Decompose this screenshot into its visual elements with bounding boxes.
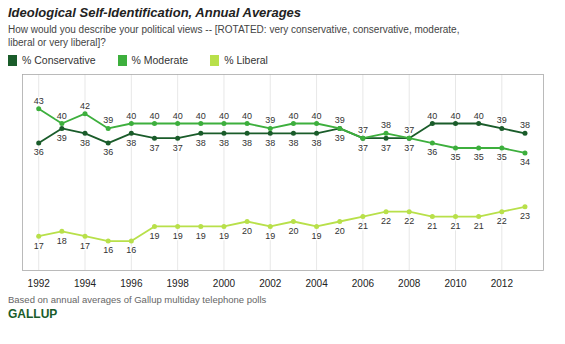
- svg-text:37: 37: [358, 125, 368, 135]
- svg-text:36: 36: [103, 147, 113, 157]
- svg-text:35: 35: [474, 152, 484, 162]
- svg-text:40: 40: [242, 111, 252, 121]
- svg-text:38: 38: [242, 138, 252, 148]
- svg-text:38: 38: [196, 138, 206, 148]
- svg-text:22: 22: [497, 216, 507, 226]
- svg-text:21: 21: [358, 221, 368, 231]
- html-text:Ideological Self-Identificatio: Ideological Self-Identification, Annual …: [8, 5, 301, 20]
- svg-text:20: 20: [288, 226, 298, 236]
- svg-text:22: 22: [404, 216, 414, 226]
- svg-text:40: 40: [288, 111, 298, 121]
- svg-text:19: 19: [149, 231, 159, 241]
- svg-text:21: 21: [427, 221, 437, 231]
- svg-text:40: 40: [427, 111, 437, 121]
- svg-text:40: 40: [474, 111, 484, 121]
- svg-text:39: 39: [335, 133, 345, 143]
- svg-text:18: 18: [57, 236, 67, 246]
- svg-text:40: 40: [219, 111, 229, 121]
- svg-text:19: 19: [265, 231, 275, 241]
- svg-text:1994: 1994: [74, 278, 97, 289]
- svg-text:40: 40: [196, 111, 206, 121]
- svg-text:40: 40: [126, 111, 136, 121]
- svg-text:35: 35: [451, 152, 461, 162]
- svg-text:20: 20: [335, 226, 345, 236]
- svg-text:37: 37: [358, 143, 368, 153]
- html-text:% Conservative: % Conservative: [22, 54, 96, 66]
- svg-text:37: 37: [404, 125, 414, 135]
- html-text:% Moderate: % Moderate: [131, 54, 189, 66]
- html-text:% Liberal: % Liberal: [224, 54, 268, 66]
- svg-text:20: 20: [242, 226, 252, 236]
- svg-text:16: 16: [103, 245, 113, 255]
- svg-text:36: 36: [427, 147, 437, 157]
- svg-text:38: 38: [80, 138, 90, 148]
- svg-text:1992: 1992: [28, 278, 51, 289]
- svg-text:38: 38: [219, 138, 229, 148]
- svg-text:38: 38: [265, 138, 275, 148]
- svg-text:2004: 2004: [305, 278, 328, 289]
- svg-text:37: 37: [173, 143, 183, 153]
- html-text:GALLUP: GALLUP: [8, 307, 58, 321]
- svg-text:17: 17: [80, 241, 90, 251]
- svg-text:43: 43: [34, 96, 44, 106]
- svg-text:19: 19: [196, 231, 206, 241]
- svg-text:2012: 2012: [491, 278, 514, 289]
- svg-text:38: 38: [126, 138, 136, 148]
- svg-text:39: 39: [497, 115, 507, 125]
- svg-text:38: 38: [288, 138, 298, 148]
- svg-text:19: 19: [173, 231, 183, 241]
- svg-text:2002: 2002: [259, 278, 282, 289]
- svg-text:38: 38: [381, 120, 391, 130]
- svg-text:40: 40: [149, 111, 159, 121]
- svg-text:37: 37: [149, 143, 159, 153]
- svg-text:38: 38: [520, 120, 530, 130]
- svg-text:34: 34: [520, 157, 530, 167]
- html-text:Based on annual averages of Ga: Based on annual averages of Gallup multi…: [8, 294, 267, 305]
- svg-text:23: 23: [520, 211, 530, 221]
- svg-text:40: 40: [173, 111, 183, 121]
- svg-text:39: 39: [265, 115, 275, 125]
- svg-text:40: 40: [451, 111, 461, 121]
- svg-text:35: 35: [497, 152, 507, 162]
- svg-text:42: 42: [80, 101, 90, 111]
- svg-text:39: 39: [57, 133, 67, 143]
- svg-text:39: 39: [103, 115, 113, 125]
- svg-text:19: 19: [219, 231, 229, 241]
- svg-text:2008: 2008: [398, 278, 421, 289]
- svg-text:1996: 1996: [120, 278, 143, 289]
- svg-text:2006: 2006: [352, 278, 375, 289]
- svg-text:16: 16: [126, 245, 136, 255]
- svg-text:17: 17: [34, 241, 44, 251]
- svg-text:22: 22: [381, 216, 391, 226]
- svg-text:2010: 2010: [444, 278, 467, 289]
- svg-text:21: 21: [451, 221, 461, 231]
- svg-text:1998: 1998: [167, 278, 190, 289]
- svg-text:38: 38: [312, 138, 322, 148]
- html-text:How would you describe your po: How would you describe your political vi…: [8, 24, 460, 48]
- svg-text:37: 37: [381, 143, 391, 153]
- svg-text:39: 39: [335, 115, 345, 125]
- svg-text:37: 37: [404, 143, 414, 153]
- svg-text:36: 36: [34, 147, 44, 157]
- svg-text:40: 40: [57, 111, 67, 121]
- svg-text:21: 21: [474, 221, 484, 231]
- svg-text:2000: 2000: [213, 278, 236, 289]
- svg-text:19: 19: [312, 231, 322, 241]
- svg-text:40: 40: [312, 111, 322, 121]
